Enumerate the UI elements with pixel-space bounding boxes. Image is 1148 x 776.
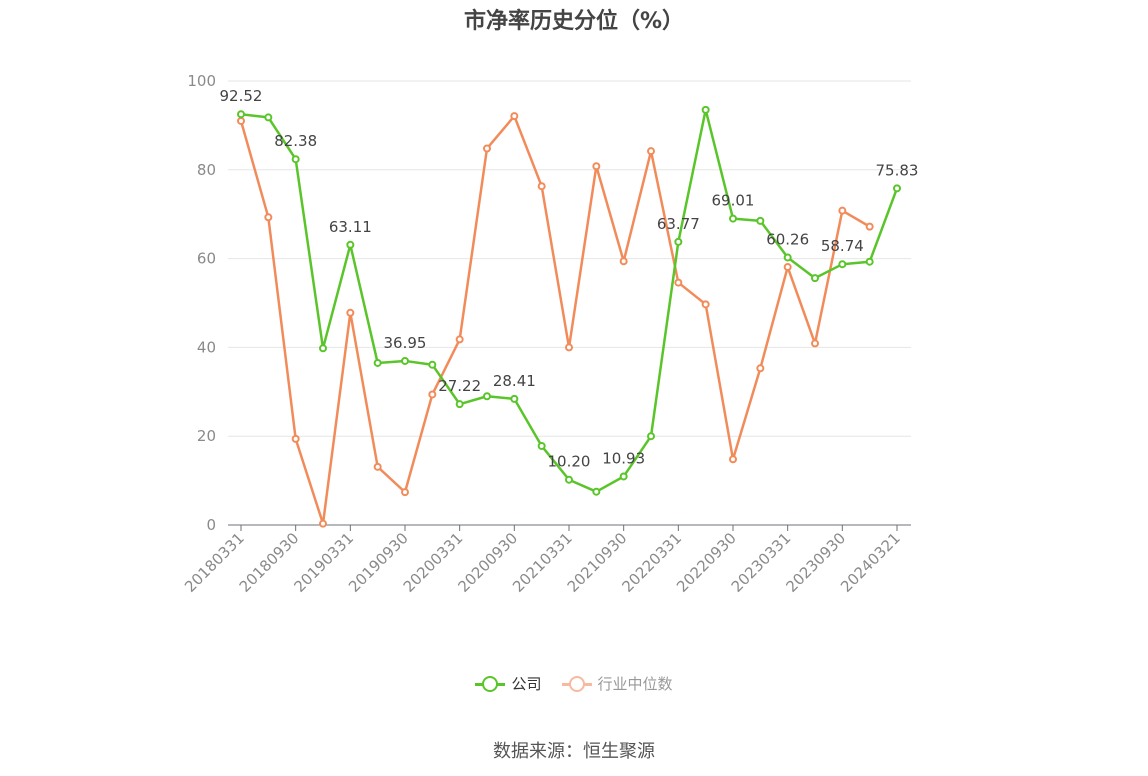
data-point[interactable] (291, 155, 300, 164)
data-point[interactable] (783, 253, 792, 262)
data-label: 10.93 (602, 449, 645, 467)
data-point[interactable] (811, 339, 819, 348)
data-point[interactable] (865, 257, 874, 266)
data-point[interactable] (592, 487, 601, 496)
data-point[interactable] (756, 216, 765, 225)
data-point[interactable] (319, 519, 327, 528)
data-point[interactable] (237, 116, 245, 125)
data-label: 60.26 (766, 230, 809, 248)
data-label: 36.95 (384, 334, 427, 352)
data-point[interactable] (264, 213, 273, 222)
data-point[interactable] (674, 278, 683, 287)
data-label: 75.83 (876, 161, 919, 179)
series-line (239, 114, 871, 525)
data-point[interactable] (428, 360, 437, 369)
data-point[interactable] (647, 147, 655, 156)
data-labels: 92.52 82.38 63.11 36.95 27.22 28.41 10.20 10.93… (220, 87, 919, 471)
data-point[interactable] (319, 344, 327, 353)
data-point[interactable] (701, 105, 710, 114)
data-label: 63.11 (329, 218, 372, 236)
legend-item[interactable]: 行业中位数 (561, 673, 673, 694)
legend: 公司 行业中位数 (0, 673, 1148, 697)
data-point[interactable] (483, 392, 491, 401)
data-point[interactable] (373, 358, 382, 367)
data-point[interactable] (811, 274, 819, 283)
data-point[interactable] (483, 144, 491, 153)
data-point[interactable] (729, 455, 737, 464)
data-point[interactable] (783, 263, 792, 272)
data-label: 10.20 (548, 453, 591, 471)
data-point[interactable] (373, 462, 382, 471)
y-tick-label: 60 (197, 250, 216, 268)
legend-item[interactable]: 公司 (475, 673, 542, 694)
data-point[interactable] (537, 182, 546, 191)
data-label: 92.52 (220, 87, 263, 105)
data-point[interactable] (674, 237, 683, 246)
y-tick-label: 20 (197, 427, 216, 445)
y-tick-label: 0 (206, 516, 216, 534)
data-point[interactable] (701, 300, 710, 309)
data-point[interactable] (428, 390, 437, 399)
data-point[interactable] (510, 112, 519, 121)
series-layer (237, 105, 901, 528)
data-point[interactable] (455, 335, 464, 344)
data-point[interactable] (565, 343, 573, 352)
data-point[interactable] (455, 400, 464, 409)
data-point[interactable] (592, 162, 601, 171)
data-point[interactable] (838, 260, 847, 269)
y-tick-label: 40 (197, 338, 216, 356)
legend-label: 公司 (511, 675, 542, 693)
data-label: 27.22 (438, 377, 481, 395)
data-label: 82.38 (274, 132, 317, 150)
data-point[interactable] (893, 184, 901, 193)
data-point[interactable] (619, 257, 628, 266)
data-label: 69.01 (712, 192, 755, 210)
data-point[interactable] (647, 432, 655, 441)
data-label: 63.77 (657, 215, 700, 233)
data-point[interactable] (346, 240, 355, 249)
data-point[interactable] (401, 488, 409, 497)
data-point[interactable] (510, 394, 519, 403)
data-point[interactable] (729, 214, 737, 223)
data-point[interactable] (346, 308, 355, 317)
data-point[interactable] (401, 356, 409, 365)
data-point[interactable] (756, 364, 765, 373)
x-tick-label: 20240321 (837, 529, 904, 596)
legend-swatch (561, 675, 592, 693)
data-label: 58.74 (821, 237, 864, 255)
legend-swatch (475, 675, 506, 693)
data-point[interactable] (619, 472, 628, 481)
data-point[interactable] (537, 441, 546, 450)
y-tick-label: 100 (187, 72, 216, 90)
data-point[interactable] (865, 222, 874, 231)
data-point[interactable] (565, 475, 573, 484)
data-point[interactable] (237, 110, 245, 119)
y-tick-label: 80 (197, 161, 216, 179)
legend-label: 行业中位数 (597, 675, 673, 693)
data-label: 28.41 (493, 372, 536, 390)
data-point[interactable] (264, 113, 273, 122)
chart-title: 市净率历史分位（%） (463, 9, 685, 34)
grid-lines (228, 80, 911, 437)
data-point[interactable] (291, 434, 300, 443)
data-point[interactable] (838, 206, 847, 215)
source-note: 数据来源：恒生聚源 (493, 741, 655, 762)
